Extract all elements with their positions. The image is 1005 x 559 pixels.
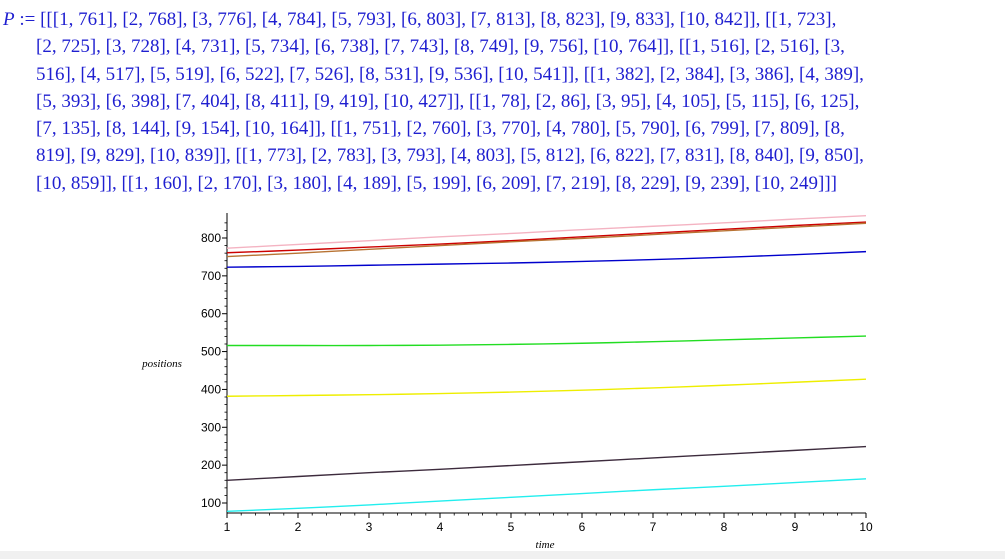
x-tick-label: 6 bbox=[579, 520, 586, 534]
series-line-5 bbox=[226, 478, 867, 513]
series-line-2 bbox=[226, 250, 867, 268]
series-line-3 bbox=[227, 335, 867, 347]
x-tick-label: 4 bbox=[437, 520, 444, 534]
y-tick-label: 400 bbox=[201, 382, 221, 396]
x-tick-label: 5 bbox=[508, 520, 515, 534]
series-line-1 bbox=[226, 221, 867, 254]
x-tick-label: 2 bbox=[295, 520, 302, 534]
y-tick-label: 100 bbox=[201, 496, 221, 510]
y-tick-label: 200 bbox=[201, 458, 221, 472]
x-tick-label: 3 bbox=[366, 520, 373, 534]
output-line-5: [7, 135], [8, 144], [9, 154], [10, 164]]… bbox=[36, 118, 845, 140]
series-line-6 bbox=[226, 222, 867, 258]
output-line-4: [5, 393], [6, 398], [7, 404], [8, 411], … bbox=[36, 90, 860, 112]
x-tick-label: 7 bbox=[650, 520, 657, 534]
series-line-8 bbox=[226, 445, 867, 481]
x-tick-label: 1 bbox=[224, 520, 231, 534]
x-axis-label: time bbox=[536, 539, 555, 551]
output-text-1: [[[1, 761], [2, 768], [3, 776], [4, 784]… bbox=[40, 9, 837, 30]
output-line-3: 516], [4, 517], [5, 519], [6, 522], [7, … bbox=[36, 63, 864, 85]
series-line-4 bbox=[226, 378, 867, 397]
output-line-7: [10, 859]], [[1, 160], [2, 170], [3, 180… bbox=[36, 172, 838, 194]
output-variable: P bbox=[3, 9, 15, 30]
maple-output: P := [[[1, 761], [2, 768], [3, 776], [4,… bbox=[0, 6, 1005, 197]
y-tick-label: 700 bbox=[201, 269, 221, 283]
y-tick-label: 600 bbox=[201, 307, 221, 321]
assignment-operator: := bbox=[19, 9, 36, 30]
output-line-2: [2, 725], [3, 728], [4, 731], [5, 734], … bbox=[36, 36, 845, 58]
x-tick-label: 9 bbox=[792, 520, 799, 534]
y-axis-label: positions bbox=[141, 358, 182, 370]
output-line-6: 819], [9, 829], [10, 839]], [[1, 773], [… bbox=[36, 145, 864, 167]
status-strip bbox=[0, 551, 1005, 559]
series-line-7 bbox=[226, 214, 867, 249]
x-tick-label: 8 bbox=[721, 520, 728, 534]
y-tick-label: 800 bbox=[201, 231, 221, 245]
output-line-1: P := [[[1, 761], [2, 768], [3, 776], [4,… bbox=[0, 6, 1005, 33]
x-tick-label: 10 bbox=[859, 520, 873, 534]
y-tick-label: 300 bbox=[201, 420, 221, 434]
y-tick-label: 500 bbox=[201, 345, 221, 359]
